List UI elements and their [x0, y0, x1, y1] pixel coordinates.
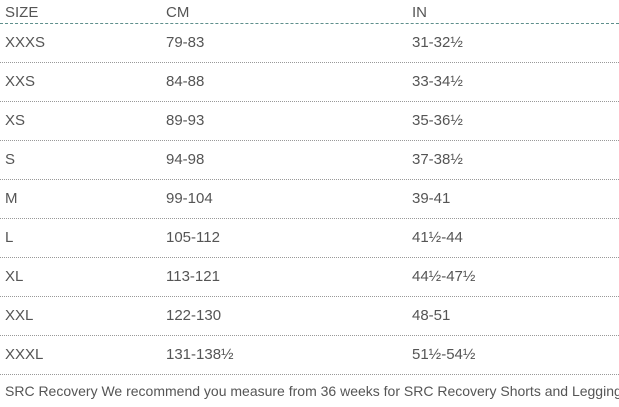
table-cell: XXXL — [5, 346, 44, 363]
header-cell: IN — [412, 4, 427, 21]
table-row: XXS 84-88 33-34½ — [0, 62, 619, 102]
table-cell: XXS — [5, 73, 36, 90]
table-cell: 37-38½ — [412, 151, 463, 168]
table-cell: 84-88 — [166, 73, 205, 90]
table-cell: XXXS — [5, 34, 46, 51]
table-cell: 131-138½ — [166, 346, 234, 363]
header-cell: CM — [166, 4, 190, 21]
table-row: XXXL 131-138½ 51½-54½ — [0, 335, 619, 375]
table-row: S 94-98 37-38½ — [0, 140, 619, 180]
table-cell: 31-32½ — [412, 34, 463, 51]
table-cell: XS — [5, 112, 26, 129]
table-row: XS 89-93 35-36½ — [0, 101, 619, 141]
table-cell: XXL — [5, 307, 34, 324]
table-cell: L — [5, 229, 14, 246]
table-cell: 113-121 — [166, 268, 220, 285]
table-cell: 94-98 — [166, 151, 205, 168]
table-row: M 99-104 39-41 — [0, 179, 619, 219]
table-row: XXL 122-130 48-51 — [0, 296, 619, 336]
footnote: SRC Recovery We recommend you measure fr… — [5, 383, 619, 399]
table-cell: S — [5, 151, 16, 168]
table-cell: 39-41 — [412, 190, 451, 207]
table-cell: 122-130 — [166, 307, 222, 324]
table-cell: 33-34½ — [412, 73, 463, 90]
header-row: SIZE CM IN — [0, 0, 619, 24]
table-cell: 105-112 — [166, 229, 220, 246]
table-row: L 105-112 41½-44 — [0, 218, 619, 258]
table-cell: 99-104 — [166, 190, 213, 207]
table-row: XL 113-121 44½-47½ — [0, 257, 619, 297]
table-cell: M — [5, 190, 18, 207]
table-cell: 79-83 — [166, 34, 205, 51]
table-cell: 44½-47½ — [412, 268, 476, 285]
table-cell: 41½-44 — [412, 229, 463, 246]
header-cell: SIZE — [5, 4, 39, 21]
table-cell: 35-36½ — [412, 112, 463, 129]
table-cell: 48-51 — [412, 307, 451, 324]
table-row: XXXS 79-83 31-32½ — [0, 23, 619, 63]
table-cell: 51½-54½ — [412, 346, 476, 363]
table-cell: XL — [5, 268, 24, 285]
table-cell: 89-93 — [166, 112, 205, 129]
